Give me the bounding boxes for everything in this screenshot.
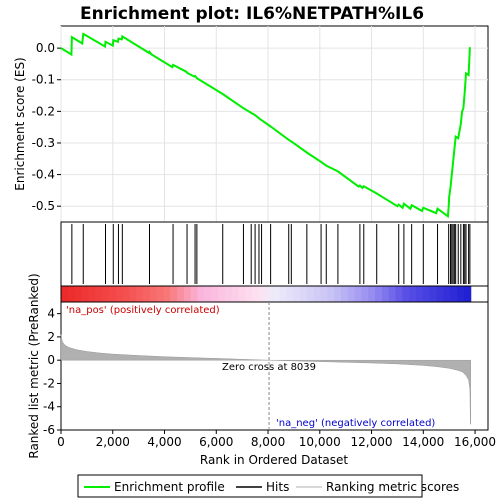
color-bar-segment bbox=[368, 286, 375, 302]
color-bar-segment bbox=[464, 286, 471, 302]
color-bar-segment bbox=[163, 286, 170, 302]
color-bar-segment bbox=[204, 286, 211, 302]
color-bar-segment bbox=[375, 286, 382, 302]
color-bar-segment bbox=[402, 286, 409, 302]
color-bar-segment bbox=[198, 286, 205, 302]
legend-hits-label: Hits bbox=[266, 480, 289, 494]
color-bar-segment bbox=[136, 286, 143, 302]
color-bar-segment bbox=[150, 286, 157, 302]
color-bar-segment bbox=[170, 286, 177, 302]
color-bar-segment bbox=[177, 286, 184, 302]
color-bar-segment bbox=[300, 286, 307, 302]
color-bar-segment bbox=[430, 286, 437, 302]
xtick-label: 2,000 bbox=[96, 435, 130, 449]
color-bar-segment bbox=[191, 286, 198, 302]
xtick-label: 10,000 bbox=[299, 435, 341, 449]
pos-correlated-label: 'na_pos' (positively correlated) bbox=[66, 305, 220, 316]
neg-correlated-label: 'na_neg' (negatively correlated) bbox=[276, 418, 435, 429]
color-bar-segment bbox=[109, 286, 116, 302]
color-bar-segment bbox=[279, 286, 286, 302]
color-bar-segment bbox=[416, 286, 423, 302]
metric-ytick-label: 2 bbox=[47, 330, 55, 344]
es-ytick-label: -0.1 bbox=[32, 73, 55, 87]
color-bar-segment bbox=[334, 286, 341, 302]
zero-cross-label: Zero cross at 8039 bbox=[222, 362, 316, 373]
xtick-label: 4,000 bbox=[147, 435, 181, 449]
xtick-label: 16,000 bbox=[454, 435, 496, 449]
color-bar-segment bbox=[211, 286, 218, 302]
metric-ytick-label: -2 bbox=[43, 376, 55, 390]
color-bar-segment bbox=[88, 286, 95, 302]
color-bar-segment bbox=[341, 286, 348, 302]
color-bar-segment bbox=[157, 286, 164, 302]
color-bar-segment bbox=[450, 286, 457, 302]
es-ytick-label: -0.4 bbox=[32, 168, 55, 182]
color-bar-segment bbox=[327, 286, 334, 302]
metric-axis-title: Ranked list metric (PreRanked) bbox=[27, 273, 41, 458]
es-ytick-label: -0.3 bbox=[32, 136, 55, 150]
color-bar-segment bbox=[95, 286, 102, 302]
color-bar-segment bbox=[361, 286, 368, 302]
color-bar-segment bbox=[116, 286, 123, 302]
legend: Enrichment profile Hits Ranking metric s… bbox=[78, 475, 459, 497]
hits-panel bbox=[61, 222, 488, 286]
color-bar-segment bbox=[239, 286, 246, 302]
color-bar-segment bbox=[396, 286, 403, 302]
ranking-color-bar bbox=[61, 286, 471, 302]
ranking-metric-area bbox=[61, 335, 471, 425]
color-bar-segment bbox=[266, 286, 273, 302]
color-bar-segment bbox=[423, 286, 430, 302]
color-bar-segment bbox=[307, 286, 314, 302]
legend-profile-label: Enrichment profile bbox=[114, 480, 225, 494]
color-bar-segment bbox=[348, 286, 355, 302]
chart-title: Enrichment plot: IL6%NETPATH%IL6 bbox=[80, 4, 424, 24]
legend-metric-label: Ranking metric scores bbox=[326, 480, 459, 494]
color-bar-segment bbox=[129, 286, 136, 302]
color-bar-segment bbox=[314, 286, 321, 302]
color-bar-segment bbox=[252, 286, 259, 302]
color-bar-segment bbox=[225, 286, 232, 302]
color-bar-segment bbox=[443, 286, 450, 302]
color-bar-segment bbox=[457, 286, 464, 302]
color-bar-segment bbox=[122, 286, 129, 302]
x-axis-title: Rank in Ordered Dataset bbox=[200, 453, 348, 467]
color-bar-segment bbox=[184, 286, 191, 302]
color-bar-segment bbox=[382, 286, 389, 302]
color-bar-segment bbox=[102, 286, 109, 302]
color-bar-segment bbox=[218, 286, 225, 302]
es-ytick-label: 0.0 bbox=[36, 41, 55, 55]
es-axis-title: Enrichment score (ES) bbox=[13, 57, 27, 190]
es-ytick-label: -0.2 bbox=[32, 104, 55, 118]
metric-ytick-label: -4 bbox=[43, 400, 55, 414]
metric-ytick-label: 0 bbox=[47, 353, 55, 367]
color-bar-segment bbox=[437, 286, 444, 302]
color-bar-segment bbox=[320, 286, 327, 302]
color-bar-segment bbox=[273, 286, 280, 302]
xtick-label: 0 bbox=[57, 435, 65, 449]
color-bar-segment bbox=[259, 286, 266, 302]
color-bar-segment bbox=[355, 286, 362, 302]
xtick-label: 12,000 bbox=[351, 435, 393, 449]
xtick-label: 8,000 bbox=[251, 435, 285, 449]
es-panel-frame bbox=[61, 26, 488, 222]
color-bar-segment bbox=[389, 286, 396, 302]
metric-ytick-label: -6 bbox=[43, 423, 55, 437]
color-bar-segment bbox=[245, 286, 252, 302]
xtick-label: 14,000 bbox=[402, 435, 444, 449]
color-bar-segment bbox=[409, 286, 416, 302]
color-bar-segment bbox=[75, 286, 82, 302]
enrichment-profile-line bbox=[61, 34, 470, 216]
color-bar-segment bbox=[68, 286, 75, 302]
es-ytick-label: -0.5 bbox=[32, 199, 55, 213]
color-bar-segment bbox=[293, 286, 300, 302]
color-bar-segment bbox=[61, 286, 68, 302]
color-bar-segment bbox=[232, 286, 239, 302]
metric-ytick-label: 4 bbox=[47, 307, 55, 321]
color-bar-segment bbox=[143, 286, 150, 302]
xtick-label: 6,000 bbox=[199, 435, 233, 449]
color-bar-segment bbox=[81, 286, 88, 302]
color-bar-segment bbox=[286, 286, 293, 302]
